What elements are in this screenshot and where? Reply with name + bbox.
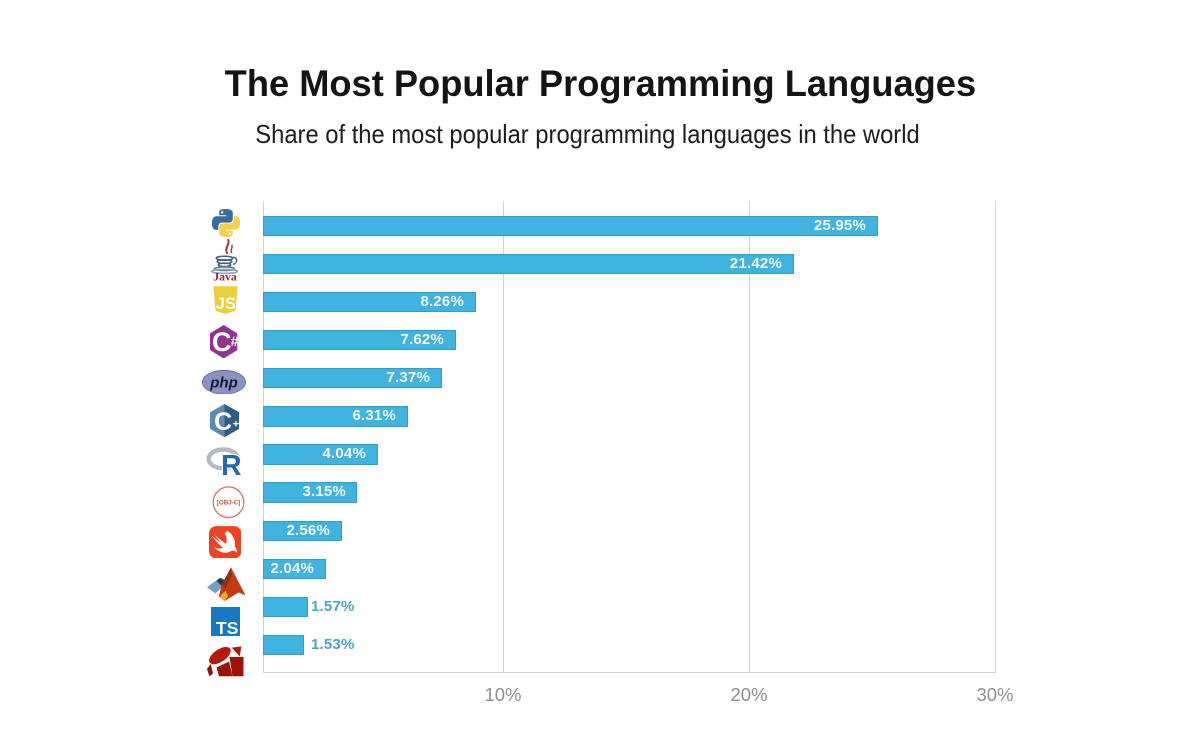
svg-text:Java: Java [213, 270, 237, 284]
svg-text:C: C [214, 408, 232, 436]
svg-text:R: R [221, 450, 242, 476]
svg-text:++: ++ [233, 418, 246, 430]
svg-text:#: # [230, 332, 238, 348]
svg-text:php: php [209, 374, 238, 391]
svg-text:JS: JS [216, 296, 236, 314]
svg-text:C: C [212, 327, 232, 357]
svg-text:[OBJ-C]: [OBJ-C] [216, 499, 239, 506]
svg-text:TS: TS [216, 618, 239, 636]
